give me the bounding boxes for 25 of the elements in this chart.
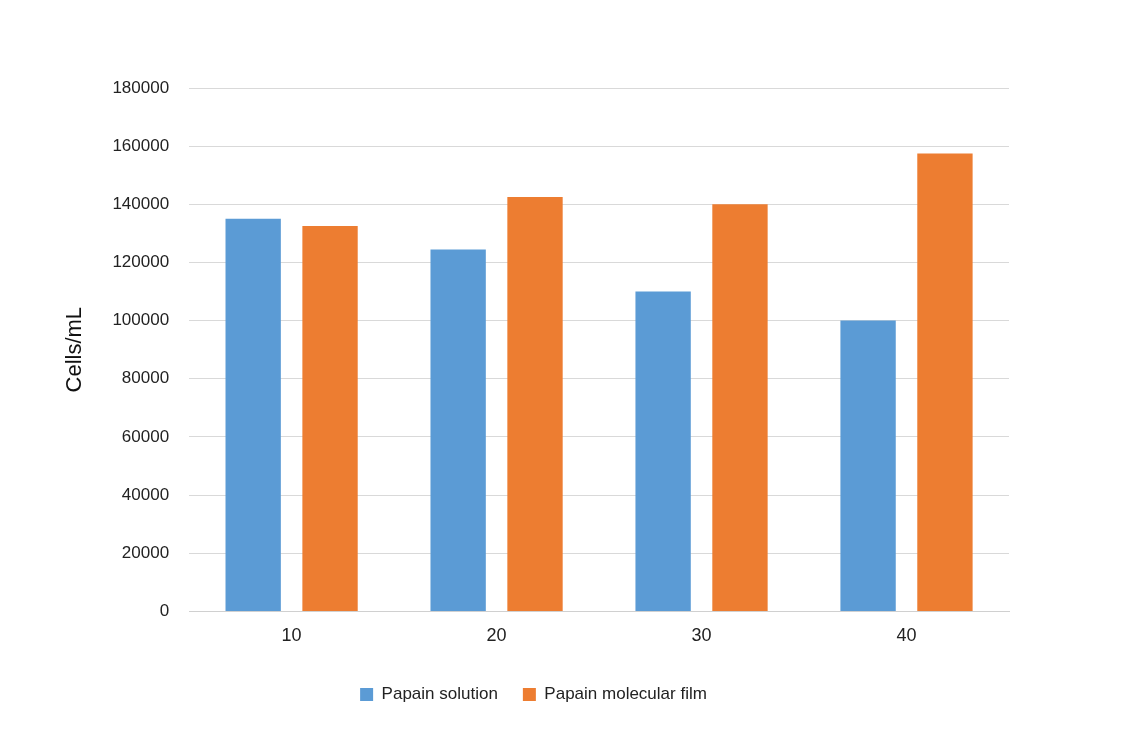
bar (225, 218, 281, 611)
x-tick-label: 10 (281, 625, 302, 646)
y-tick-label: 0 (159, 601, 170, 621)
y-tick-label: 100000 (112, 310, 170, 330)
y-tick-label: 160000 (112, 135, 170, 155)
bar (430, 249, 486, 611)
y-tick-label: 120000 (112, 252, 170, 272)
y-axis-title: Cells/mL (61, 306, 87, 393)
y-tick-label: 140000 (112, 194, 170, 213)
bar (917, 153, 973, 611)
y-tick-label: 80000 (121, 368, 170, 388)
y-tick-label: 180000 (112, 77, 170, 97)
x-tick-label: 40 (896, 625, 917, 646)
bar (712, 204, 768, 611)
y-tick-label: 60000 (121, 426, 170, 446)
x-tick-label: 20 (486, 625, 507, 646)
bar (840, 320, 896, 611)
y-tick-label: 40000 (121, 484, 170, 504)
y-tick-label: 20000 (121, 542, 170, 562)
legend-label: Papain molecular film (544, 684, 707, 704)
legend-label: Papain solution (381, 684, 498, 704)
x-tick-label: 30 (691, 625, 712, 646)
bar (302, 226, 358, 611)
bar (635, 291, 691, 611)
bar (507, 197, 563, 611)
